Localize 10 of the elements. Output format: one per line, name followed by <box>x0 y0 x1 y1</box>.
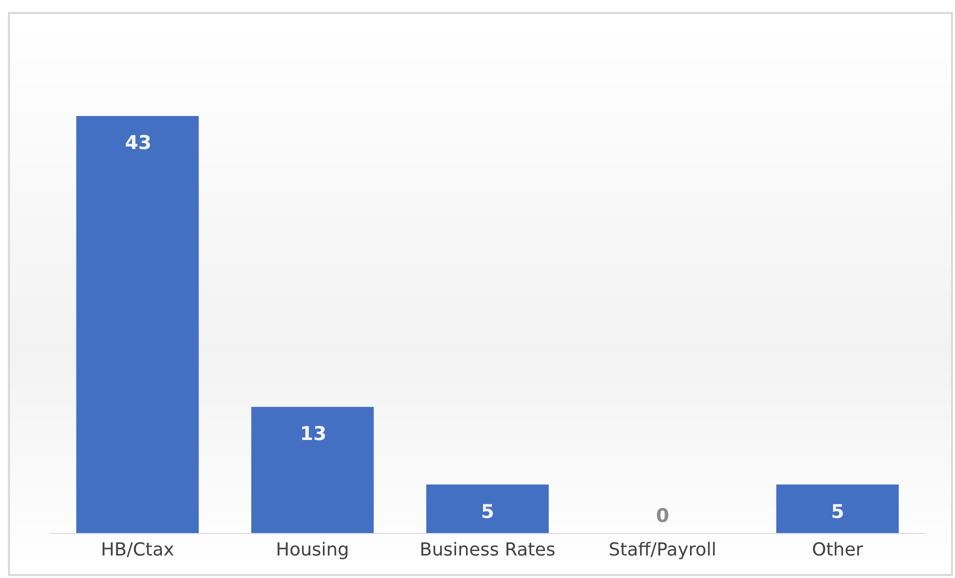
x-tick-label: Business Rates <box>420 540 556 561</box>
x-tick-label: Other <box>812 540 864 561</box>
data-label: 13 <box>300 423 326 445</box>
data-label: 43 <box>125 132 152 154</box>
data-label: 0 <box>656 505 670 527</box>
x-tick-label: Housing <box>276 540 350 561</box>
x-tick-label: Staff/Payroll <box>608 540 716 561</box>
x-tick-label: HB/Ctax <box>100 540 174 561</box>
data-label: 5 <box>831 501 844 523</box>
data-label: 5 <box>481 501 494 523</box>
